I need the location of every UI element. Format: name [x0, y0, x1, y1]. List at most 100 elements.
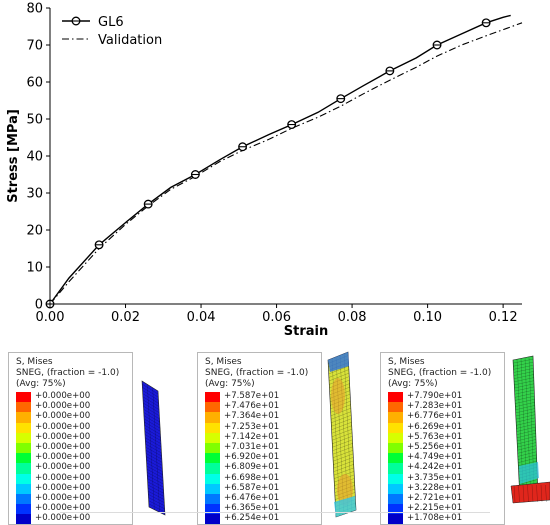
x-tick-label: 0.08 [338, 310, 367, 325]
mesh-line [146, 465, 163, 475]
contour-title-line: SNEG, (fraction = -1.0) [388, 368, 492, 378]
contour-legend-2: S, Mises SNEG, (fraction = -1.0) (Avg: 7… [197, 352, 322, 525]
mesh-line [142, 393, 159, 404]
contour-scale-row: +7.031e+01 [205, 441, 321, 454]
contour-swatch [205, 422, 220, 433]
contour-value: +3.735e+01 [407, 472, 463, 483]
specimen-3-fracture [510, 481, 550, 504]
y-tick-label: 30 [26, 187, 43, 202]
contour-scale-row: +0.000e+00 [16, 432, 132, 443]
mesh-line [513, 362, 534, 367]
contour-swatch [16, 493, 31, 505]
mesh-line [333, 460, 354, 469]
contour-scale-row: +7.142e+01 [205, 432, 321, 443]
contour-swatch [205, 504, 220, 515]
contour-value: +7.587e+01 [224, 391, 280, 401]
mesh-line [143, 409, 160, 420]
contour-swatch [205, 514, 220, 525]
mesh-line [514, 380, 534, 386]
contour-swatch [16, 392, 31, 403]
contour-scale-row: +0.000e+00 [16, 513, 132, 525]
contour-value: +5.763e+01 [407, 431, 463, 442]
contour-swatch [205, 493, 220, 505]
contour-title-line: S, Mises [205, 357, 242, 367]
mesh-line [147, 478, 164, 488]
contour-scale-row: +0.000e+00 [16, 503, 132, 515]
y-tick-label: 70 [26, 39, 43, 54]
contour-swatch [16, 483, 31, 494]
contour-scale: +7.587e+01 +7.476e+01 +7.364e+01 +7.253e+01… [205, 391, 321, 525]
contour-value: +5.256e+01 [407, 441, 463, 452]
contour-swatch [205, 392, 220, 403]
mesh-line [148, 500, 165, 509]
x-axis-label: Strain [284, 324, 328, 339]
contour-scale-row: +6.254e+01 [205, 513, 321, 525]
contour-value: +1.708e+01 [407, 513, 463, 524]
contour-scale-row: +1.708e+01 [388, 513, 504, 525]
contour-scale-row: +0.000e+00 [16, 452, 132, 464]
chart-legend: GL6 Validation [62, 15, 162, 48]
mesh-line [515, 411, 536, 417]
contour-swatch [16, 473, 31, 484]
mesh-line [145, 437, 162, 447]
contour-scale: +7.790e+01 +7.283e+01 +6.776e+01 +6.269e+01… [388, 391, 504, 525]
mesh-line [513, 365, 534, 370]
mesh-line [332, 436, 353, 444]
mesh-line [332, 439, 353, 448]
contour-swatch [388, 412, 403, 423]
mesh-line [514, 396, 535, 401]
contour-value: +0.000e+00 [35, 472, 91, 483]
contour-value: +7.476e+01 [224, 401, 280, 412]
contour-scale-row: +4.749e+01 [388, 452, 504, 464]
contour-value: +6.698e+01 [224, 472, 280, 483]
contour-value: +7.031e+01 [224, 441, 280, 452]
contour-value: +6.587e+01 [224, 482, 280, 493]
mesh-line [517, 451, 537, 457]
mesh-line [331, 422, 352, 430]
contour-value: +7.790e+01 [407, 391, 463, 401]
mesh-line [145, 450, 162, 460]
mesh-line [513, 374, 534, 379]
mesh-line [516, 420, 536, 426]
contour-swatch [16, 402, 31, 413]
contour-scale-row: +7.364e+01 [205, 411, 321, 423]
legend-gl6-label: GL6 [98, 15, 124, 30]
mesh-line [540, 484, 543, 503]
contour-scale-row: +6.776e+01 [388, 411, 504, 423]
mesh-line [147, 481, 164, 491]
mesh-line [514, 377, 534, 382]
contour-title-line: S, Mises [388, 357, 425, 367]
mesh-line [148, 491, 165, 500]
mesh-line [514, 383, 535, 389]
mesh-line [147, 484, 164, 494]
contour-value: +0.000e+00 [35, 441, 91, 452]
mesh-line [143, 412, 160, 423]
contour-scale-row: +6.365e+01 [205, 503, 321, 515]
mesh-line [332, 432, 353, 441]
mesh-line [144, 421, 161, 432]
mesh-line [516, 429, 536, 435]
mesh-line [147, 487, 165, 497]
mesh-line [146, 456, 163, 466]
contour-scale-row: +0.000e+00 [16, 411, 132, 423]
mesh-line [332, 443, 353, 451]
mesh-line [516, 423, 536, 429]
contour-swatch [388, 473, 403, 484]
contour-scale-row: +6.809e+01 [205, 462, 321, 474]
mesh-line [517, 439, 537, 445]
plot-area [45, 14, 523, 309]
contour-swatch [388, 453, 403, 464]
mesh-line [145, 453, 163, 463]
mesh-line [142, 396, 159, 407]
mesh-line [148, 503, 165, 513]
contour-scale-row: +7.790e+01 [388, 391, 504, 403]
mesh-line [333, 457, 354, 465]
mesh-line [146, 469, 163, 478]
mesh-line [145, 447, 162, 457]
mesh-line [145, 440, 162, 451]
contour-value: +6.254e+01 [224, 513, 280, 524]
contour-swatch [205, 412, 220, 423]
contour-title-line: (Avg: 75%) [16, 379, 66, 389]
mesh-line [515, 414, 536, 420]
mesh-line [143, 402, 160, 413]
